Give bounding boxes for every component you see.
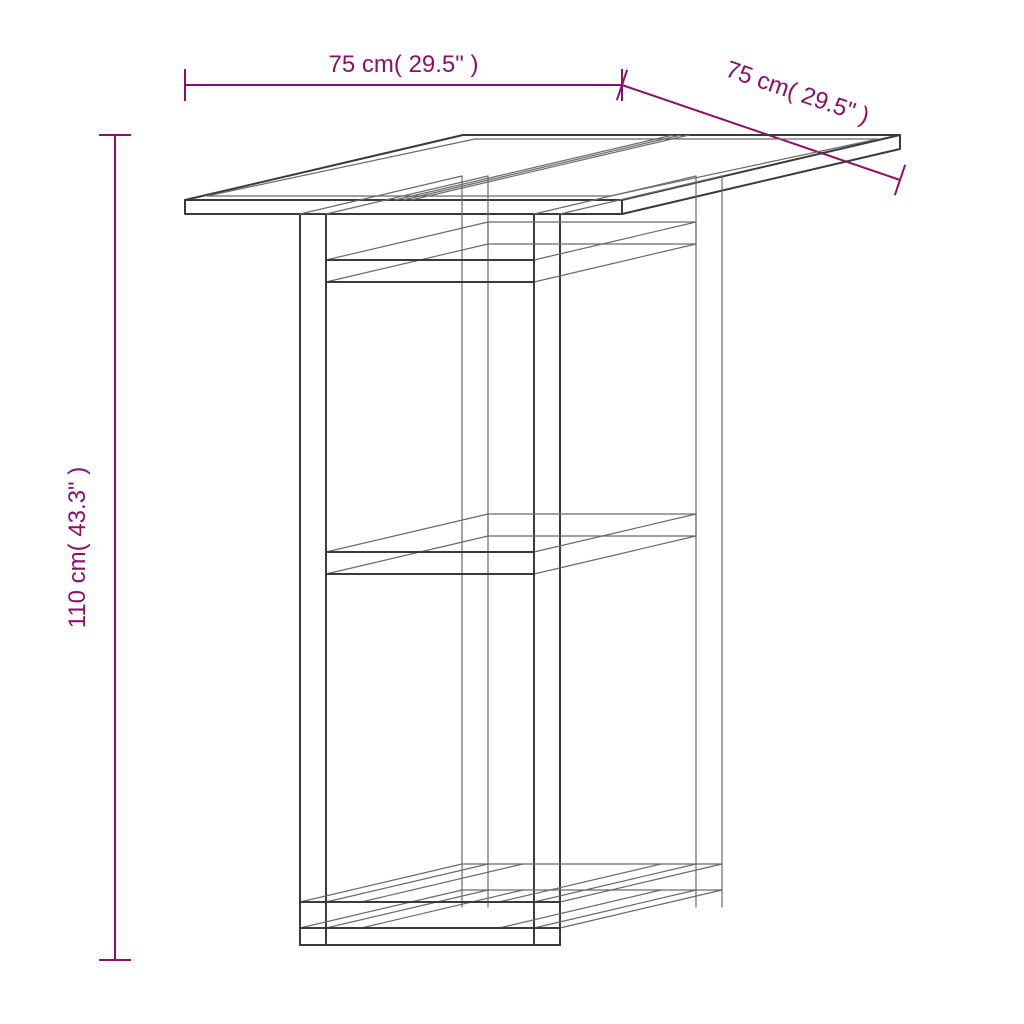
dimension-lines: 75 cm( 29.5" ) 75 cm( 29.5" ) 110 cm( 43.3… — [64, 51, 905, 960]
dimension-width-label: 75 cm( 29.5" ) — [329, 51, 479, 78]
dimension-depth-label: 75 cm( 29.5" ) — [722, 56, 873, 130]
table-drawing — [185, 135, 900, 945]
dimension-height-label: 110 cm( 43.3" ) — [64, 467, 91, 628]
